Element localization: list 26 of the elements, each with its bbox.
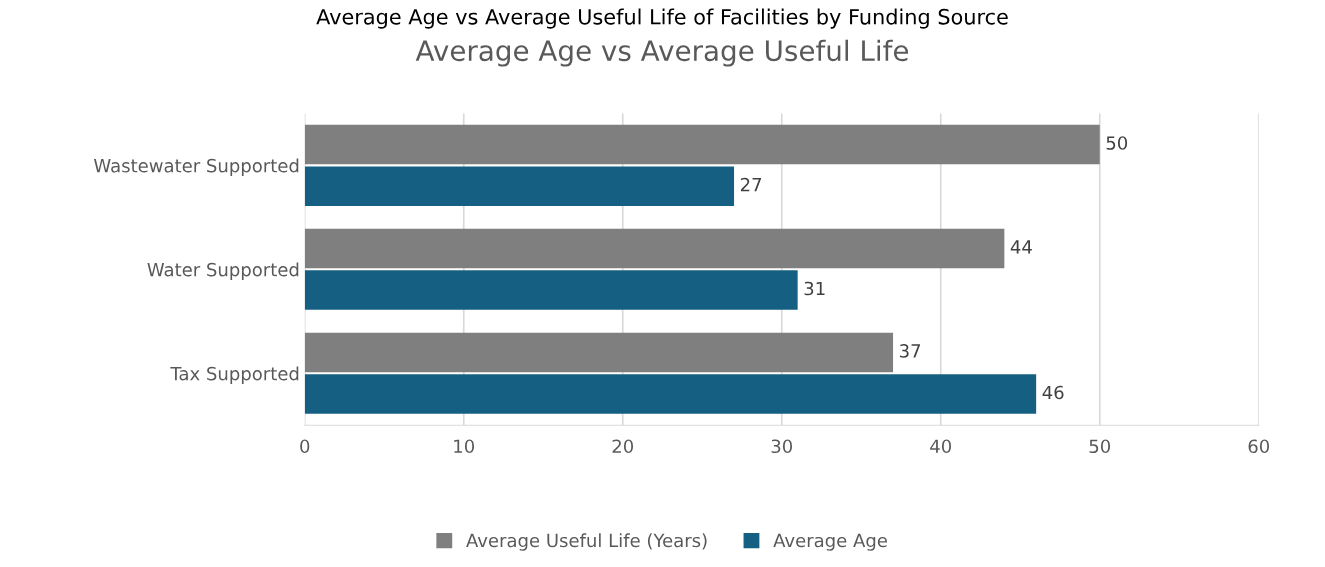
x-tick-label: 50 xyxy=(1089,439,1111,454)
chart-title: Average Age vs Average Useful Life of Facilities by Funding Source xyxy=(316,8,1008,29)
bar xyxy=(304,270,798,310)
data-label: 44 xyxy=(1010,240,1032,254)
x-tick-label: 30 xyxy=(771,439,793,454)
legend-label: Average Age xyxy=(773,533,887,551)
data-label: 37 xyxy=(899,344,921,358)
x-tick-label: 60 xyxy=(1248,439,1270,454)
bar xyxy=(304,332,894,373)
y-tick-label: Tax Supported xyxy=(170,366,299,384)
y-tick-label: Water Supported xyxy=(147,262,299,280)
x-tick-label: 10 xyxy=(454,439,475,454)
data-label: 50 xyxy=(1106,136,1128,150)
x-tick-label: 40 xyxy=(930,439,952,454)
legend-label: Average Useful Life (Years) xyxy=(466,533,707,551)
bar xyxy=(304,124,1100,165)
bar xyxy=(304,228,1005,269)
y-tick-label: Wastewater Supported xyxy=(94,158,299,176)
data-label: 31 xyxy=(804,281,825,296)
x-tick-label: 20 xyxy=(612,439,634,454)
data-label: 27 xyxy=(740,177,762,192)
bar xyxy=(304,374,1037,414)
chart-subtitle: Average Age vs Average Useful Life xyxy=(415,39,908,67)
bar xyxy=(304,166,735,206)
data-label: 46 xyxy=(1042,385,1064,400)
x-tick-label: 0 xyxy=(300,439,310,454)
